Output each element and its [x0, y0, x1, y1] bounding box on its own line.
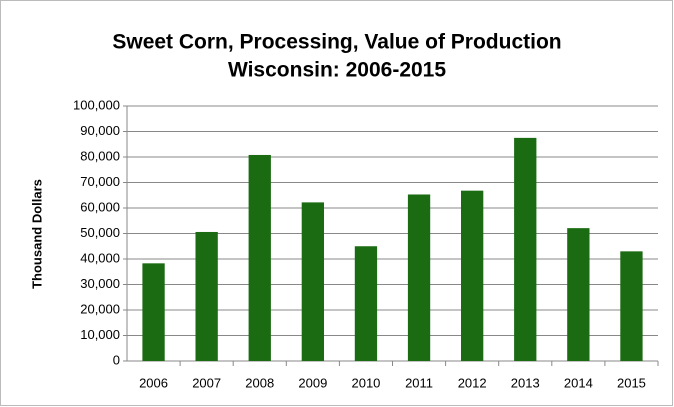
y-tick-label: 100,000	[73, 97, 120, 112]
y-tick-label: 10,000	[80, 327, 120, 342]
x-tick-label: 2012	[458, 375, 487, 390]
x-tick-label: 2014	[564, 375, 593, 390]
bar	[301, 202, 325, 361]
y-tick-label: 50,000	[80, 225, 120, 240]
x-tick-label: 2010	[351, 375, 380, 390]
y-tick-label: 70,000	[80, 174, 120, 189]
x-tick-label: 2008	[245, 375, 274, 390]
bar	[460, 190, 484, 361]
y-tick-label: 30,000	[80, 276, 120, 291]
y-tick-label: 0	[113, 352, 120, 367]
chart-subtitle: Wisconsin: 2006-2015	[228, 59, 446, 82]
chart-title: Sweet Corn, Processing, Value of Product…	[112, 31, 561, 54]
y-tick-label: 80,000	[80, 148, 120, 163]
y-tick-label: 90,000	[80, 123, 120, 138]
x-tick-label: 2013	[511, 375, 540, 390]
bar	[195, 231, 218, 361]
bar	[567, 228, 590, 361]
y-tick-label: 60,000	[80, 199, 120, 214]
x-tick-label: 2006	[139, 375, 168, 390]
bar	[514, 137, 537, 361]
x-tick-label: 2011	[405, 375, 433, 390]
bar	[620, 251, 643, 361]
bar	[248, 154, 271, 361]
y-axis-label: Thousand Dollars	[29, 179, 44, 289]
y-tick-label: 40,000	[80, 250, 120, 265]
bar	[354, 246, 378, 361]
x-tick-label: 2015	[617, 375, 646, 390]
x-tick-label: 2009	[298, 375, 327, 390]
y-tick-label: 20,000	[80, 301, 120, 316]
bar	[407, 194, 431, 361]
x-tick-label: 2007	[192, 375, 221, 390]
bar	[142, 263, 165, 361]
